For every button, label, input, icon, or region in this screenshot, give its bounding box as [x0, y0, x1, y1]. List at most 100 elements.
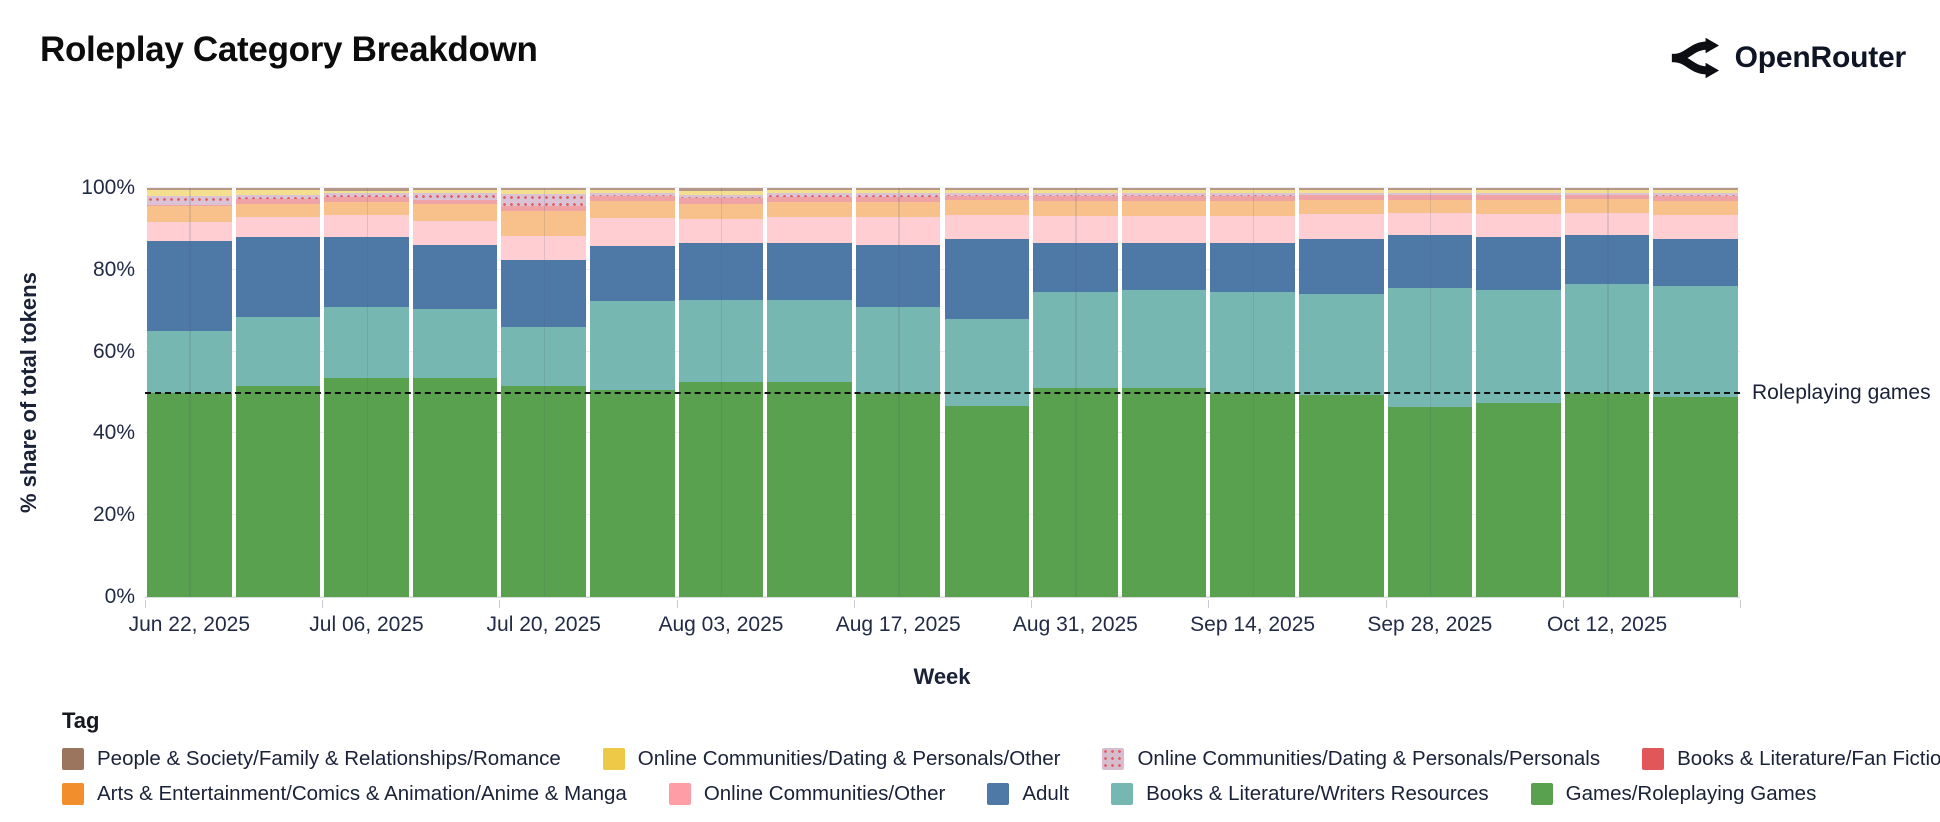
- bar-segment[interactable]: [1033, 193, 1118, 197]
- bar-segment[interactable]: [944, 405, 1030, 597]
- bar-segment[interactable]: [324, 190, 409, 194]
- bar-segment[interactable]: [1387, 194, 1473, 200]
- bar-Aug 31, 2025[interactable]: [1033, 188, 1118, 597]
- bar-segment[interactable]: [678, 194, 764, 199]
- bar-segment[interactable]: [1033, 190, 1118, 194]
- bar-segment[interactable]: [855, 190, 941, 194]
- bar-segment[interactable]: [944, 318, 1030, 406]
- bar-segment[interactable]: [1033, 243, 1118, 293]
- bar-segment[interactable]: [235, 188, 321, 191]
- bar-segment[interactable]: [235, 316, 321, 387]
- bar-segment[interactable]: [501, 235, 587, 260]
- bar-segment[interactable]: [678, 300, 764, 383]
- bar-segment[interactable]: [855, 196, 941, 203]
- bar-segment[interactable]: [1121, 215, 1207, 244]
- bar-Aug 24, 2025[interactable]: [944, 188, 1030, 597]
- bar-segment[interactable]: [1298, 239, 1384, 295]
- bar-segment[interactable]: [1653, 188, 1738, 191]
- bar-segment[interactable]: [501, 193, 587, 207]
- bar-segment[interactable]: [412, 190, 498, 194]
- bar-segment[interactable]: [767, 300, 852, 383]
- bar-segment[interactable]: [412, 220, 498, 246]
- bar-segment[interactable]: [1387, 188, 1473, 191]
- bar-segment[interactable]: [944, 215, 1030, 240]
- bar-segment[interactable]: [767, 243, 852, 301]
- bar-segment[interactable]: [235, 203, 321, 218]
- bar-segment[interactable]: [1564, 199, 1650, 213]
- bar-segment[interactable]: [1210, 216, 1295, 244]
- bar-segment[interactable]: [1298, 199, 1384, 215]
- bar-segment[interactable]: [501, 327, 587, 387]
- bar-segment[interactable]: [767, 190, 852, 194]
- bar-segment[interactable]: [1210, 196, 1295, 201]
- bar-segment[interactable]: [1210, 193, 1295, 197]
- bar-segment[interactable]: [590, 200, 675, 218]
- bar-segment[interactable]: [1033, 188, 1118, 191]
- bar-segment[interactable]: [1033, 292, 1118, 389]
- bar-segment[interactable]: [767, 188, 852, 191]
- bar-segment[interactable]: [1476, 199, 1561, 215]
- bar-segment[interactable]: [1564, 392, 1650, 597]
- bar-segment[interactable]: [944, 188, 1030, 191]
- bar-segment[interactable]: [324, 215, 409, 238]
- bar-segment[interactable]: [1387, 212, 1473, 236]
- bar-segment[interactable]: [1476, 290, 1561, 403]
- bar-Aug 17, 2025[interactable]: [855, 188, 941, 597]
- bar-segment[interactable]: [235, 190, 321, 196]
- bar-segment[interactable]: [855, 217, 941, 246]
- bar-segment[interactable]: [235, 237, 321, 317]
- bar-segment[interactable]: [944, 190, 1030, 193]
- legend-item[interactable]: Arts & Entertainment/Comics & Animation/…: [62, 782, 627, 806]
- bar-segment[interactable]: [1121, 200, 1207, 216]
- bar-segment[interactable]: [501, 386, 587, 597]
- legend-item[interactable]: Adult: [987, 782, 1069, 806]
- bar-segment[interactable]: [590, 390, 675, 597]
- bar-segment[interactable]: [1298, 214, 1384, 240]
- legend-item[interactable]: People & Society/Family & Relationships/…: [62, 747, 561, 771]
- bar-segment[interactable]: [147, 205, 232, 207]
- bar-segment[interactable]: [1033, 216, 1118, 244]
- bar-Aug 10, 2025[interactable]: [767, 188, 852, 597]
- bar-segment[interactable]: [855, 306, 941, 393]
- bar-Aug 03, 2025[interactable]: [678, 188, 764, 597]
- bar-segment[interactable]: [855, 202, 941, 218]
- bar-segment[interactable]: [501, 188, 587, 191]
- bar-segment[interactable]: [412, 308, 498, 379]
- legend-item[interactable]: Online Communities/Dating & Personals/Pe…: [1102, 747, 1600, 771]
- bar-segment[interactable]: [1564, 284, 1650, 393]
- bar-segment[interactable]: [1653, 193, 1738, 196]
- bar-segment[interactable]: [590, 188, 675, 190]
- bar-segment[interactable]: [590, 195, 675, 201]
- bar-segment[interactable]: [767, 217, 852, 244]
- bar-segment[interactable]: [412, 378, 498, 597]
- bar-segment[interactable]: [235, 195, 321, 200]
- bar-segment[interactable]: [324, 188, 409, 191]
- bar-segment[interactable]: [1298, 188, 1384, 191]
- bar-segment[interactable]: [1476, 192, 1561, 195]
- bar-Jul 06, 2025[interactable]: [324, 188, 409, 597]
- bar-Oct 05, 2025[interactable]: [1476, 188, 1561, 597]
- bar-segment[interactable]: [1387, 235, 1473, 289]
- bar-Jun 22, 2025[interactable]: [147, 188, 232, 597]
- bar-segment[interactable]: [1476, 214, 1561, 238]
- bar-segment[interactable]: [1476, 237, 1561, 291]
- bar-segment[interactable]: [855, 188, 941, 191]
- bar-segment[interactable]: [501, 211, 587, 236]
- bar-segment[interactable]: [324, 378, 409, 597]
- bar-segment[interactable]: [235, 199, 321, 204]
- bar-segment[interactable]: [147, 331, 232, 393]
- bar-segment[interactable]: [678, 198, 764, 204]
- bar-segment[interactable]: [1387, 288, 1473, 407]
- bar-segment[interactable]: [324, 193, 409, 197]
- bar-Sep 28, 2025[interactable]: [1387, 188, 1473, 597]
- bar-segment[interactable]: [1121, 192, 1207, 196]
- bar-segment[interactable]: [1033, 196, 1118, 202]
- bar-segment[interactable]: [1121, 188, 1207, 191]
- bar-segment[interactable]: [590, 301, 675, 391]
- bar-segment[interactable]: [1476, 402, 1561, 597]
- bar-segment[interactable]: [1121, 190, 1207, 193]
- bar-segment[interactable]: [235, 217, 321, 238]
- bar-segment[interactable]: [324, 306, 409, 379]
- bar-segment[interactable]: [767, 193, 852, 197]
- bar-Jul 20, 2025[interactable]: [501, 188, 587, 597]
